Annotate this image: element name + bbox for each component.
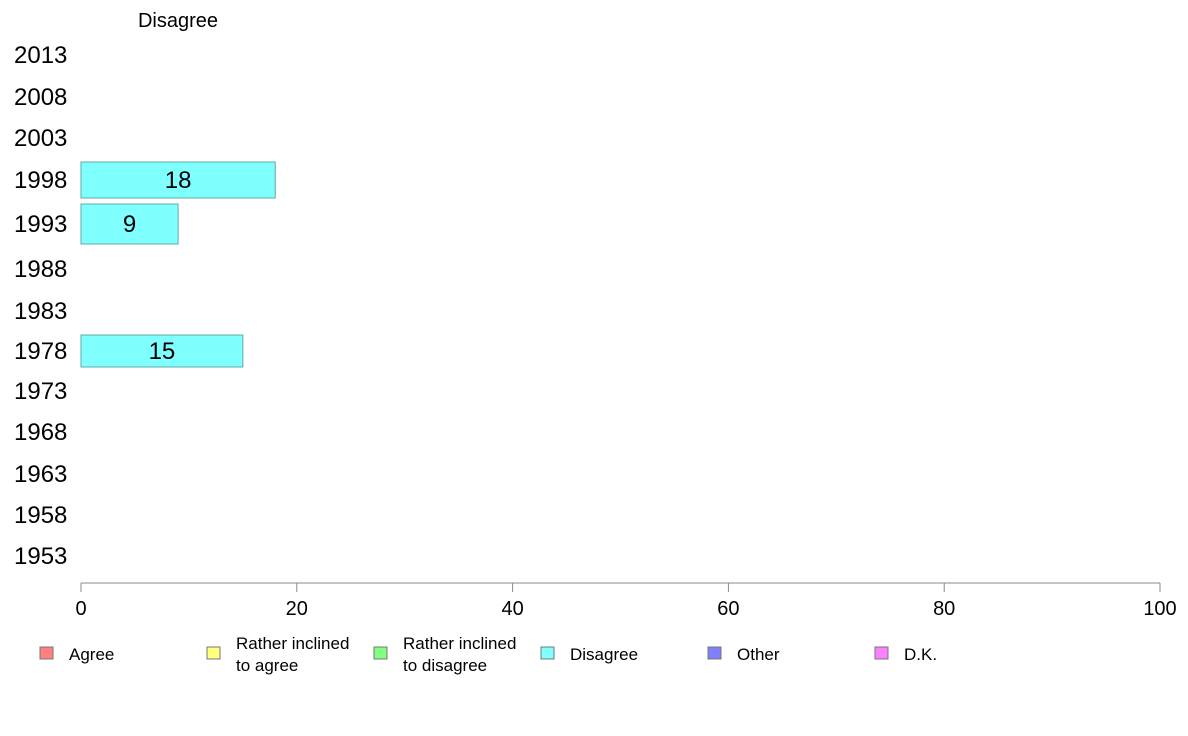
year-label-1953: 1953: [14, 543, 67, 570]
year-label-1973: 1973: [14, 378, 67, 405]
bar-value-label-1993: 9: [123, 211, 136, 238]
year-label-1968: 1968: [14, 419, 67, 446]
legend-item-3: Disagree: [540, 645, 638, 664]
bar-1998: [80, 161, 276, 199]
x-tick-label-80: 80: [933, 598, 955, 620]
year-label-1958: 1958: [14, 502, 67, 529]
year-label-1993: 1993: [14, 211, 67, 238]
legend-label-2: Rather inclined to disagree: [403, 634, 516, 675]
legend-swatch-4: [707, 646, 722, 660]
x-tick-label-0: 0: [75, 598, 86, 620]
legend-label-line: Rather inclined: [236, 634, 349, 653]
x-tick-label-40: 40: [501, 598, 523, 620]
legend-label-5: D.K.: [904, 645, 937, 664]
legend-swatch-1: [206, 646, 221, 660]
legend-label-4: Other: [737, 645, 780, 664]
year-label-2003: 2003: [14, 125, 67, 152]
x-tick-label-20: 20: [286, 598, 308, 620]
legend-label-line: to disagree: [403, 656, 487, 675]
year-label-1963: 1963: [14, 461, 67, 488]
year-label-2013: 2013: [14, 42, 67, 69]
bar-1993: [80, 203, 179, 245]
x-axis-ticks: 0 20 40 60 80 100: [75, 583, 1177, 620]
year-label-1978: 1978: [14, 338, 67, 365]
year-label-2008: 2008: [14, 84, 67, 111]
bar-value-label-1998: 18: [165, 167, 192, 194]
legend-label-line: Rather inclined: [403, 634, 516, 653]
legend-label-line: to agree: [236, 656, 298, 675]
legend-item-0: Agree: [39, 645, 114, 664]
legend-swatch-0: [39, 646, 54, 660]
legend-label-3: Disagree: [570, 645, 638, 664]
legend-label-1: Rather inclined to agree: [236, 634, 349, 675]
x-tick-label-100: 100: [1143, 598, 1176, 620]
bar-value-label-1978: 15: [149, 338, 176, 365]
chart-title: Disagree: [138, 10, 218, 32]
year-label-1983: 1983: [14, 298, 67, 325]
year-label-1998: 1998: [14, 167, 67, 194]
chart-rows: 2013 2008 2003 1998 18 1993 9 1988 1983 1978 15 197…: [14, 42, 276, 570]
x-tick-label-60: 60: [717, 598, 739, 620]
bar-1978: [80, 334, 244, 368]
legend-swatch-5: [874, 646, 889, 660]
legend-item-1: Rather inclined to agree: [206, 634, 349, 675]
legend-swatch-2: [373, 646, 388, 660]
legend-item-4: Other: [707, 645, 780, 664]
legend-item-5: D.K.: [874, 645, 937, 664]
legend-swatch-3: [540, 646, 555, 660]
year-label-1988: 1988: [14, 256, 67, 283]
legend-label-0: Agree: [69, 645, 114, 664]
legend-item-2: Rather inclined to disagree: [373, 634, 516, 675]
